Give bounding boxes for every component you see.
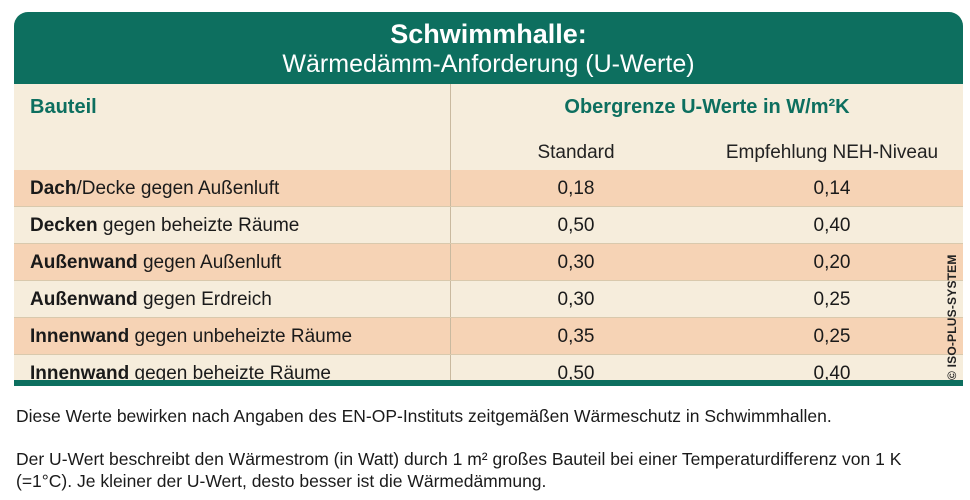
copyright-mark: © ISO-PLUS-SYSTEM: [945, 254, 959, 380]
standard-value: 0,50: [557, 215, 595, 236]
table-subtitle: Wärmedämm-Anforderung (U-Werte): [282, 50, 695, 78]
standard-value: 0,50: [557, 363, 595, 384]
column-header-neh: Empfehlung NEH-Niveau: [725, 142, 939, 163]
table-row: Außenwand gegen Außenluft 0,30 0,20: [14, 244, 963, 281]
column-group-header: Obergrenze U-Werte in W/m²K: [564, 96, 850, 118]
standard-value: 0,30: [557, 252, 595, 273]
table-row: Innenwand gegen beheizte Räume 0,50 0,40: [14, 355, 963, 384]
neh-value: 0,25: [813, 289, 851, 310]
standard-value: 0,18: [557, 178, 595, 199]
standard-value: 0,30: [557, 289, 595, 310]
standard-value: 0,35: [557, 326, 595, 347]
neh-value: 0,40: [813, 363, 851, 384]
row-label: Innenwand gegen beheizte Räume: [30, 363, 331, 384]
table-body: Dach/Decke gegen Außenluft 0,18 0,14 Dec…: [14, 170, 963, 384]
row-label: Außenwand gegen Erdreich: [30, 289, 272, 310]
table-row: Dach/Decke gegen Außenluft 0,18 0,14: [14, 170, 963, 207]
table-title: Schwimmhalle:: [390, 19, 587, 49]
u-value-table-card: Schwimmhalle: Wärmedämm-Anforderung (U-W…: [14, 12, 963, 384]
row-label: Innenwand gegen unbeheizte Räume: [30, 326, 353, 347]
footnote-2: Der U-Wert beschreibt den Wärmestrom (in…: [16, 449, 902, 491]
table-bottom-rule: [14, 380, 963, 386]
title-bar: Schwimmhalle: Wärmedämm-Anforderung (U-W…: [14, 12, 963, 84]
column-header-bauteil: Bauteil: [30, 96, 97, 118]
row-label: Dach/Decke gegen Außenluft: [30, 178, 280, 199]
neh-value: 0,40: [813, 215, 851, 236]
row-label: Decken gegen beheizte Räume: [30, 215, 300, 236]
footnote-1: Diese Werte bewirken nach Angaben des EN…: [16, 406, 832, 426]
row-label: Außenwand gegen Außenluft: [30, 252, 282, 273]
table-row: Außenwand gegen Erdreich 0,30 0,25: [14, 281, 963, 318]
table-row: Decken gegen beheizte Räume 0,50 0,40: [14, 207, 963, 244]
neh-value: 0,14: [813, 178, 851, 199]
neh-value: 0,25: [813, 326, 851, 347]
table-row: Innenwand gegen unbeheizte Räume 0,35 0,…: [14, 318, 963, 355]
neh-value: 0,20: [813, 252, 851, 273]
column-header-standard: Standard: [537, 142, 615, 163]
